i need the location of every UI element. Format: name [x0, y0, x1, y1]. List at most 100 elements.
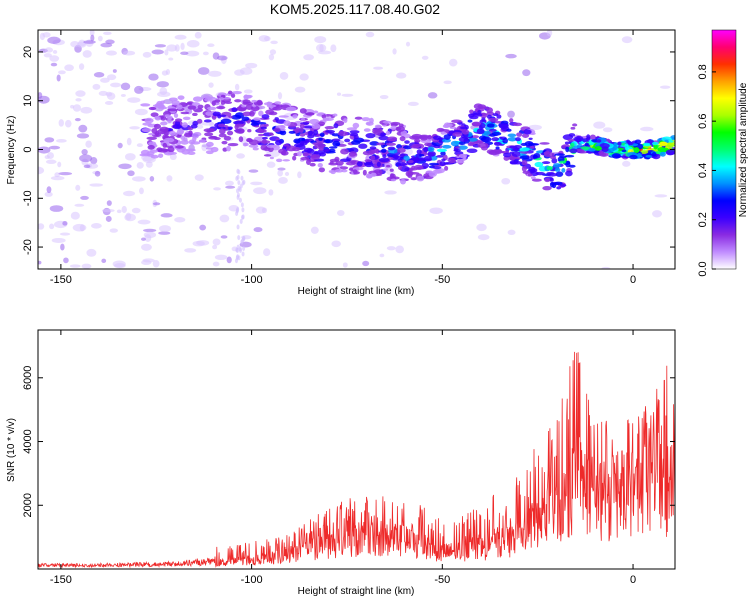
- spectrogram-cell: [617, 141, 622, 146]
- spectrogram-cell: [44, 191, 53, 197]
- spectrogram-cell: [389, 168, 394, 172]
- spectrogram-cell: [148, 106, 157, 111]
- spectrogram-cell: [157, 106, 168, 110]
- spectrogram-cell: [507, 133, 517, 138]
- spectrogram-cell: [333, 123, 339, 129]
- spectrogram-cell: [237, 235, 241, 241]
- spectrogram-cell: [60, 243, 65, 251]
- spectrogram-cell: [165, 145, 173, 148]
- spectrogram-cell: [174, 217, 186, 223]
- spectrogram-cell: [187, 151, 196, 156]
- spectrogram-cell: [79, 154, 93, 163]
- spectrogram-cell: [89, 183, 103, 187]
- spectrogram-cell: [475, 108, 485, 112]
- spectrogram-cell: [450, 140, 460, 147]
- spectrogram-cell: [507, 229, 516, 236]
- spectrogram-cell: [575, 148, 585, 153]
- spectrogram-cell: [396, 147, 406, 153]
- spectrogram-cell: [521, 165, 527, 172]
- spectrogram-cell: [142, 122, 153, 126]
- spectrogram-cell: [148, 73, 159, 81]
- spectrogram-cell: [264, 36, 271, 42]
- spectrogram-cell: [339, 158, 351, 163]
- spectrogram-cell: [245, 104, 254, 111]
- spectrogram-cell: [198, 139, 206, 143]
- spectrogram-cell: [376, 161, 381, 167]
- spectrogram-cell: [657, 147, 666, 153]
- spectrogram-cell: [652, 210, 663, 218]
- spectrogram-cell: [458, 141, 466, 146]
- spectrogram-cell: [148, 141, 157, 146]
- spectrogram-cell: [588, 148, 596, 152]
- spectrogram-cell: [51, 237, 66, 243]
- spectrogram-cell: [253, 227, 263, 233]
- spectrogram-cell: [551, 157, 558, 164]
- spectrogram-cell: [458, 153, 468, 159]
- spectrogram-cell: [633, 147, 640, 154]
- spectrogram-cell: [131, 176, 146, 182]
- spectrogram-cell: [294, 86, 306, 93]
- spectrogram-cell: [163, 137, 175, 143]
- spectrogram-cell: [285, 106, 297, 112]
- spectrogram-cell: [346, 161, 356, 166]
- spectrogram-cell: [280, 128, 286, 132]
- spectrogram-cell: [409, 135, 420, 140]
- spectrogram-cell: [312, 129, 319, 136]
- spectrogram-cell: [258, 110, 264, 117]
- spectrogram-cell: [292, 155, 297, 161]
- spectrogram-cell: [94, 170, 101, 177]
- spectrogram-cell: [171, 100, 180, 106]
- spectrogram-cell: [72, 223, 87, 232]
- spectrogram-cell: [332, 140, 341, 147]
- spectrogram-cell: [159, 225, 172, 233]
- spectrogram-cell: [196, 124, 204, 129]
- spectrogram-cell: [165, 68, 171, 75]
- spectrogram-cell: [238, 197, 242, 203]
- spectrogram-cell: [589, 134, 596, 140]
- spectrogram-cell: [50, 175, 65, 181]
- spectrogram-cell: [192, 96, 203, 102]
- spectrogram-cell: [181, 122, 188, 128]
- spectrogram-cell: [174, 34, 187, 40]
- spectrogram-cell: [382, 168, 389, 171]
- spectrogram-cell: [147, 144, 155, 150]
- spectrogram-cell: [370, 172, 377, 177]
- spectrogram-cell: [385, 130, 391, 136]
- spectrogram-cell: [153, 123, 161, 130]
- spectrogram-cell: [121, 205, 127, 214]
- spectrogram-cell: [160, 213, 173, 218]
- spectrogram-cell: [248, 144, 259, 148]
- spectrogram-cell: [379, 253, 385, 258]
- spectrogram-cell: [154, 44, 167, 48]
- spectrogram-cell: [225, 180, 234, 186]
- spectrogram-cell: [387, 136, 398, 142]
- spectrogram-cell: [348, 151, 357, 157]
- spectrogram-cell: [280, 125, 285, 128]
- spectrogram-cell: [580, 146, 591, 151]
- spectrogram-cell: [386, 246, 396, 251]
- spectrogram-cell: [38, 260, 42, 265]
- spectrogram-cell: [145, 161, 153, 168]
- spectrogram-cell: [531, 178, 542, 182]
- spectrogram-cell: [274, 117, 279, 121]
- colorbar-tick-label: 0.4: [697, 163, 709, 178]
- spectrogram-cell: [160, 121, 168, 126]
- spectrogram-cell: [321, 114, 327, 119]
- spectrogram-cell: [98, 90, 108, 96]
- spectrogram-cell: [382, 154, 387, 158]
- spectrogram-cell: [409, 145, 420, 149]
- spectrogram-cell: [167, 151, 178, 155]
- spectrogram-cell: [183, 137, 188, 142]
- spectrogram-cell: [640, 150, 649, 154]
- snr-series-line: [38, 351, 675, 569]
- spectrogram-cell: [277, 169, 284, 177]
- spectrogram-cell: [395, 126, 405, 132]
- spectrogram-cell: [336, 92, 342, 96]
- spectrogram-cell: [268, 189, 274, 196]
- spectrogram-cell: [334, 168, 344, 173]
- spectrogram-cell: [330, 44, 337, 53]
- spectrogram-cell: [92, 83, 101, 90]
- spectrogram-cell: [351, 140, 361, 145]
- spectrogram-cell: [204, 132, 214, 137]
- spectrogram-cell: [226, 256, 232, 264]
